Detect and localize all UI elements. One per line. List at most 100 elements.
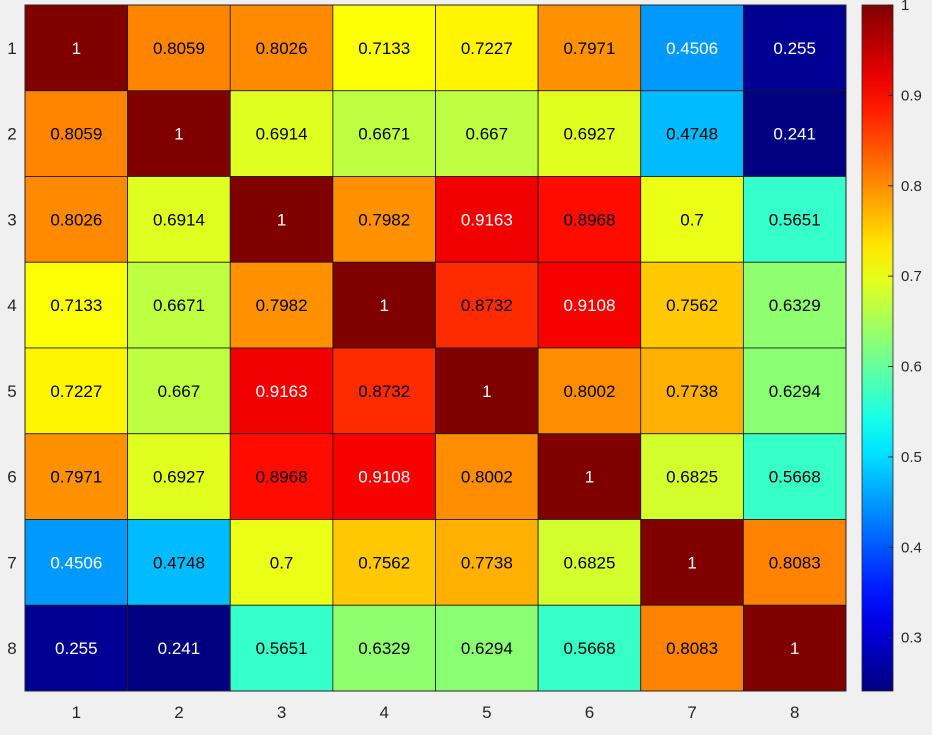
heatmap-cell (742, 433, 847, 520)
heatmap-cell (640, 433, 744, 520)
cell-value-label: 1 (379, 296, 388, 315)
cell-value-label: 0.255 (773, 39, 816, 58)
colorbar-tick-label: 0.9 (901, 87, 922, 104)
cell-value-label: 0.5668 (563, 639, 615, 658)
y-tick-label: 4 (7, 296, 16, 315)
heatmap-cell (229, 519, 334, 606)
cell-value-label: 1 (687, 553, 696, 572)
heatmap-cell (127, 176, 231, 263)
cell-value-label: 0.5651 (256, 639, 308, 658)
heatmap-cell (332, 90, 436, 177)
y-tick-label: 6 (7, 468, 16, 487)
cell-value-label: 0.6825 (563, 553, 615, 572)
cell-value-label: 1 (585, 468, 594, 487)
y-tick-label: 3 (7, 210, 16, 229)
cell-value-label: 0.8026 (50, 210, 102, 229)
cell-value-label: 0.9163 (256, 382, 308, 401)
cell-value-label: 0.241 (773, 125, 816, 144)
cell-value-label: 0.7227 (461, 39, 513, 58)
y-tick-label: 2 (7, 125, 16, 144)
y-tick-label: 7 (7, 553, 16, 572)
cell-value-label: 0.8968 (256, 468, 308, 487)
colorbar: 0.3 0.4 0.5 0.6 0.7 0.8 0.9 1 (861, 0, 922, 692)
heatmap-cell (640, 90, 744, 177)
axis-tick-labels: 1 2 3 4 5 6 7 8 1 2 3 4 5 6 7 8 (7, 39, 799, 722)
colorbar-tick-label: 0.7 (901, 268, 922, 285)
heatmap-cell (742, 604, 847, 692)
cell-value-label: 0.8026 (256, 39, 308, 58)
heatmap-cell (640, 176, 744, 263)
heatmap-cell (742, 519, 847, 606)
cell-value-label: 1 (72, 39, 81, 58)
cell-value-label: 0.7738 (461, 553, 513, 572)
colorbar-tick-label: 0.5 (901, 449, 922, 466)
heatmap-cell (332, 176, 436, 263)
colorbar-tick-label: 1 (901, 0, 909, 14)
heatmap-cell (229, 176, 334, 263)
y-tick-label: 1 (7, 39, 16, 58)
cell-value-label: 0.8002 (563, 382, 615, 401)
heatmap-cell (742, 347, 847, 435)
cell-value-label: 0.5651 (769, 210, 821, 229)
colorbar-tick-label: 0.6 (901, 359, 922, 376)
heatmap-cell (435, 519, 539, 606)
cell-value-label: 0.6294 (461, 639, 513, 658)
x-tick-label: 1 (72, 703, 81, 722)
cell-value-label: 0.6294 (769, 382, 821, 401)
cell-value-label: 0.6825 (666, 468, 718, 487)
cell-value-label: 1 (277, 210, 286, 229)
cell-value-label: 0.255 (55, 639, 98, 658)
cell-value-label: 0.241 (158, 639, 201, 658)
cell-value-label: 0.4748 (666, 125, 718, 144)
heatmap-cell (127, 90, 231, 177)
cell-value-label: 0.4748 (153, 553, 205, 572)
heatmap-cell (435, 176, 539, 263)
heatmap-cell (537, 90, 642, 177)
cell-value-label: 0.6914 (256, 125, 308, 144)
cell-value-label: 0.8732 (461, 296, 513, 315)
colorbar-tick-label: 0.8 (901, 178, 922, 195)
cell-value-label: 0.7971 (50, 468, 102, 487)
heatmap-cell (537, 433, 642, 520)
cell-value-label: 0.6927 (563, 125, 615, 144)
colorbar-tick-label: 0.4 (901, 539, 922, 556)
x-tick-label: 8 (790, 703, 799, 722)
heatmap-cell (435, 604, 539, 692)
cell-value-label: 0.7562 (666, 296, 718, 315)
x-tick-label: 2 (174, 703, 183, 722)
heatmap-cell (640, 261, 744, 349)
cell-value-label: 0.7 (680, 210, 704, 229)
cell-value-label: 0.7971 (563, 39, 615, 58)
heatmap-cell (435, 261, 539, 349)
cell-value-label: 0.7562 (358, 553, 410, 572)
heatmap-cell (537, 604, 642, 692)
x-tick-label: 3 (277, 703, 286, 722)
heatmap-cell (537, 519, 642, 606)
cell-value-label: 0.667 (158, 382, 201, 401)
x-tick-label: 7 (687, 703, 696, 722)
cell-value-label: 0.7133 (358, 39, 410, 58)
colorbar-tick-label: 0.3 (901, 630, 922, 647)
heatmap-cell (229, 347, 334, 435)
cell-value-label: 0.7982 (256, 296, 308, 315)
cell-value-label: 0.4506 (666, 39, 718, 58)
cell-value-label: 0.9108 (358, 468, 410, 487)
heatmap-cell (24, 4, 129, 92)
heatmap-cell (742, 90, 847, 177)
cell-value-label: 1 (482, 382, 491, 401)
cell-value-label: 0.667 (466, 125, 509, 144)
heatmap-cell (127, 519, 231, 606)
cell-value-label: 0.5668 (769, 468, 821, 487)
heatmap-cell (537, 4, 642, 92)
cell-value-label: 0.7227 (50, 382, 102, 401)
cell-value-label: 0.6927 (153, 468, 205, 487)
cell-value-label: 0.8083 (769, 553, 821, 572)
heatmap-cell (332, 261, 436, 349)
cell-value-label: 0.6671 (153, 296, 205, 315)
cell-value-label: 0.8002 (461, 468, 513, 487)
heatmap-cell (435, 433, 539, 520)
heatmap-cell (229, 261, 334, 349)
x-tick-label: 5 (482, 703, 491, 722)
cell-value-label: 0.7982 (358, 210, 410, 229)
heatmap-cell (229, 433, 334, 520)
